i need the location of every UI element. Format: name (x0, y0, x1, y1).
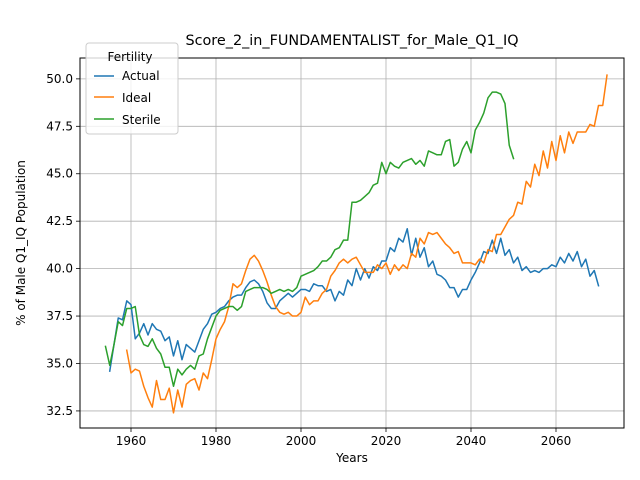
x-axis-label: Years (335, 451, 368, 465)
x-tick-label: 2040 (456, 434, 487, 448)
x-tick-label: 1980 (201, 434, 232, 448)
y-tick-label: 40.0 (46, 262, 73, 276)
y-tick-label: 42.5 (46, 214, 73, 228)
series-line-sterile (104, 91, 515, 388)
y-tick-label: 47.5 (46, 119, 73, 133)
y-tick-label: 35.0 (46, 356, 73, 370)
legend-label-sterile: Sterile (122, 113, 161, 127)
y-tick-label: 45.0 (46, 167, 73, 181)
x-tick-label: 1960 (116, 434, 147, 448)
y-tick-label: 37.5 (46, 309, 73, 323)
grid-layer (80, 58, 624, 428)
legend-title: Fertility (107, 50, 152, 64)
legend-label-actual: Actual (122, 69, 160, 83)
tick-layer: 1960 1980 2000 2020 2040 2060 32.5 35.0 37.5 40.0… (46, 72, 571, 448)
x-tick-label: 2000 (286, 434, 317, 448)
series-layer (104, 74, 608, 414)
y-axis-label: % of Male Q1_IQ Population (14, 160, 28, 326)
x-tick-label: 2060 (541, 434, 572, 448)
series-line-actual (108, 228, 600, 372)
series-line-ideal (125, 74, 608, 414)
chart-title: Score_2_in_FUNDAMENTALIST_for_Male_Q1_IQ (185, 33, 518, 49)
plot-frame (79, 57, 625, 429)
x-tick-label: 2020 (371, 434, 402, 448)
y-tick-label: 32.5 (46, 404, 73, 418)
legend-label-ideal: Ideal (122, 91, 151, 105)
y-tick-label: 50.0 (46, 72, 73, 86)
legend-box (85, 42, 179, 135)
legend: Fertility Actual Ideal Sterile (85, 42, 179, 135)
